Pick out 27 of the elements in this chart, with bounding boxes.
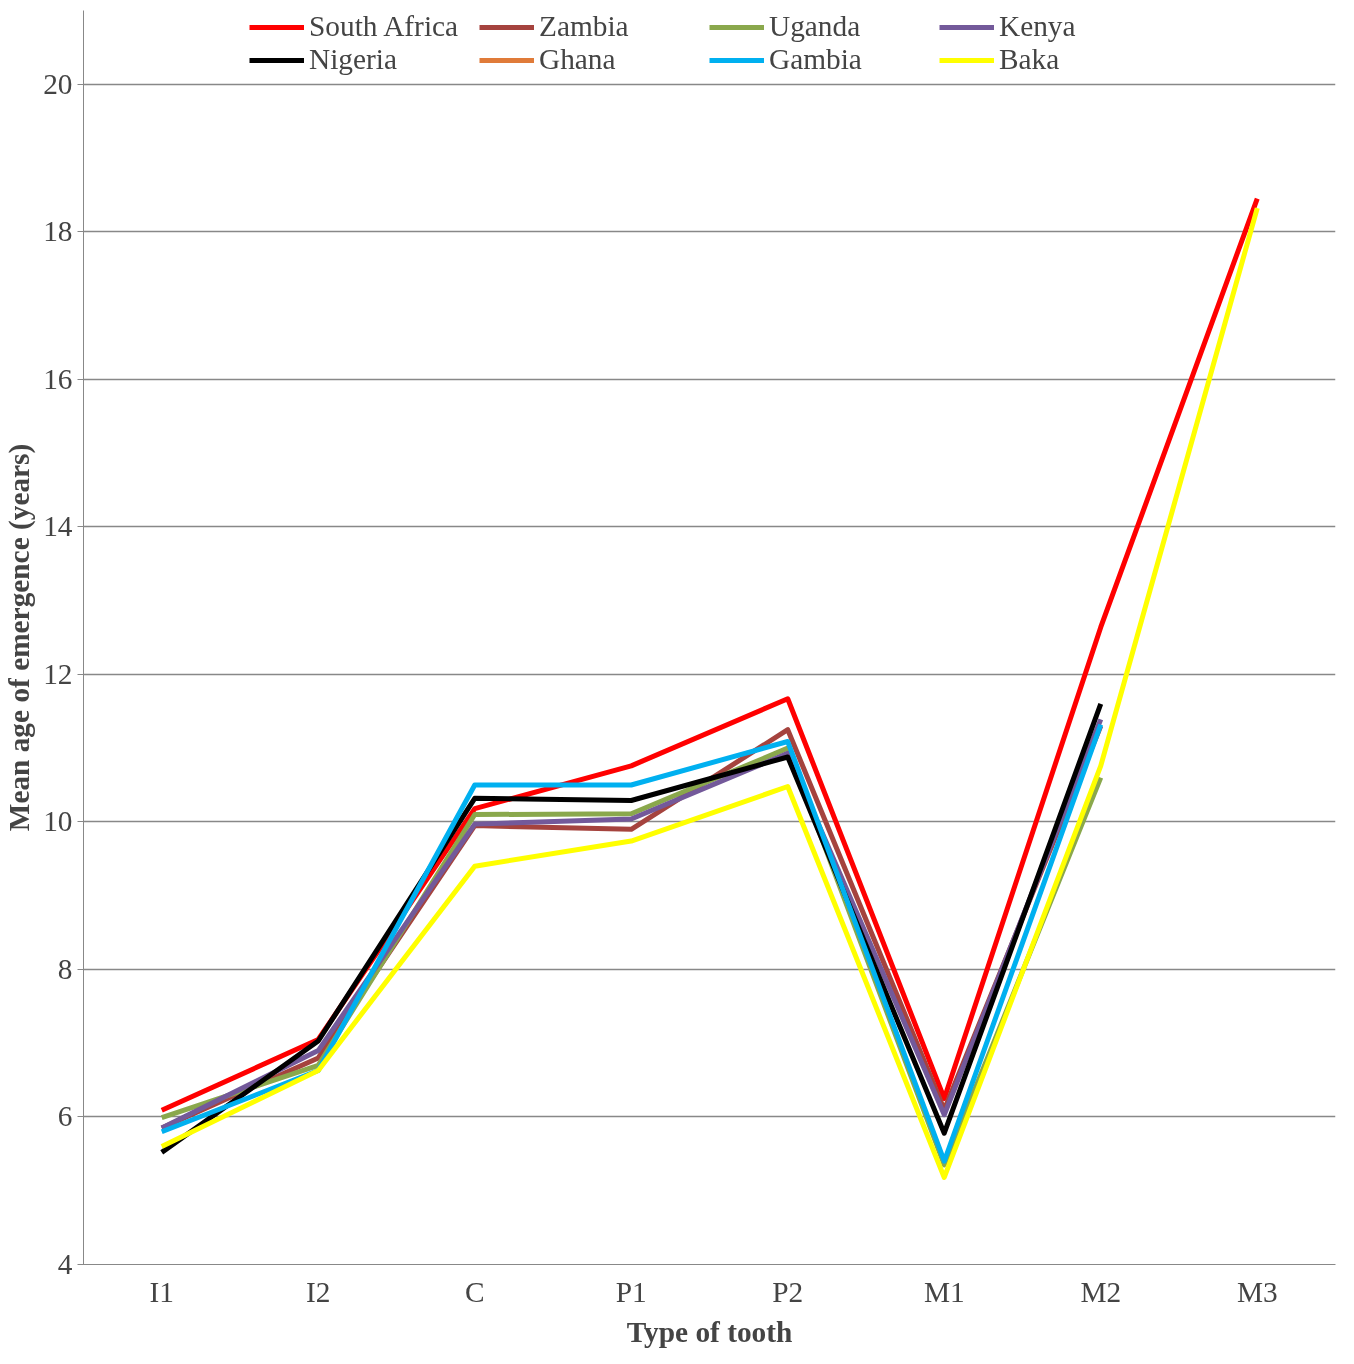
legend-label: Baka — [999, 43, 1061, 76]
legend-label: Nigeria — [309, 43, 398, 76]
x-tick-label: I1 — [149, 1275, 174, 1308]
legend-label: South Africa — [309, 10, 460, 43]
y-tick-label: 10 — [43, 805, 73, 838]
y-tick-label: 18 — [43, 215, 73, 248]
y-axis-title: Mean age of emergence (years) — [3, 443, 37, 832]
y-tick-label: 12 — [43, 657, 73, 690]
legend-label: Kenya — [999, 10, 1077, 43]
x-tick-label: I2 — [306, 1275, 331, 1308]
x-tick-label: M3 — [1236, 1275, 1278, 1308]
y-tick-label: 4 — [57, 1248, 73, 1280]
x-axis-title: Type of tooth — [626, 1315, 793, 1348]
legend-label: Zambia — [539, 10, 630, 43]
legend-label: Uganda — [769, 10, 862, 43]
x-tick-label: M1 — [923, 1275, 965, 1308]
x-tick-label: C — [464, 1275, 485, 1308]
x-tick-label: P2 — [772, 1275, 804, 1308]
legend-label: Gambia — [769, 43, 863, 76]
y-tick-label: 14 — [43, 510, 73, 543]
y-tick-label: 8 — [57, 952, 73, 985]
legend-label: Ghana — [539, 43, 617, 76]
y-tick-label: 16 — [43, 362, 73, 395]
x-tick-label: M2 — [1080, 1275, 1122, 1308]
x-tick-label: P1 — [615, 1275, 647, 1308]
y-tick-label: 6 — [57, 1100, 73, 1133]
y-tick-label: 20 — [43, 67, 73, 100]
